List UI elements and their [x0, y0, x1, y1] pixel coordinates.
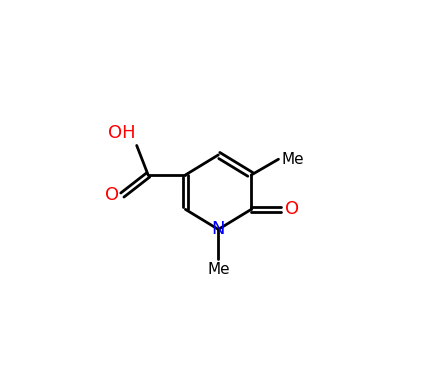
Text: Me: Me — [207, 262, 230, 278]
Text: N: N — [212, 220, 225, 238]
Text: O: O — [105, 186, 119, 204]
Text: O: O — [285, 201, 299, 218]
Text: Me: Me — [282, 152, 305, 167]
Text: OH: OH — [108, 124, 135, 142]
